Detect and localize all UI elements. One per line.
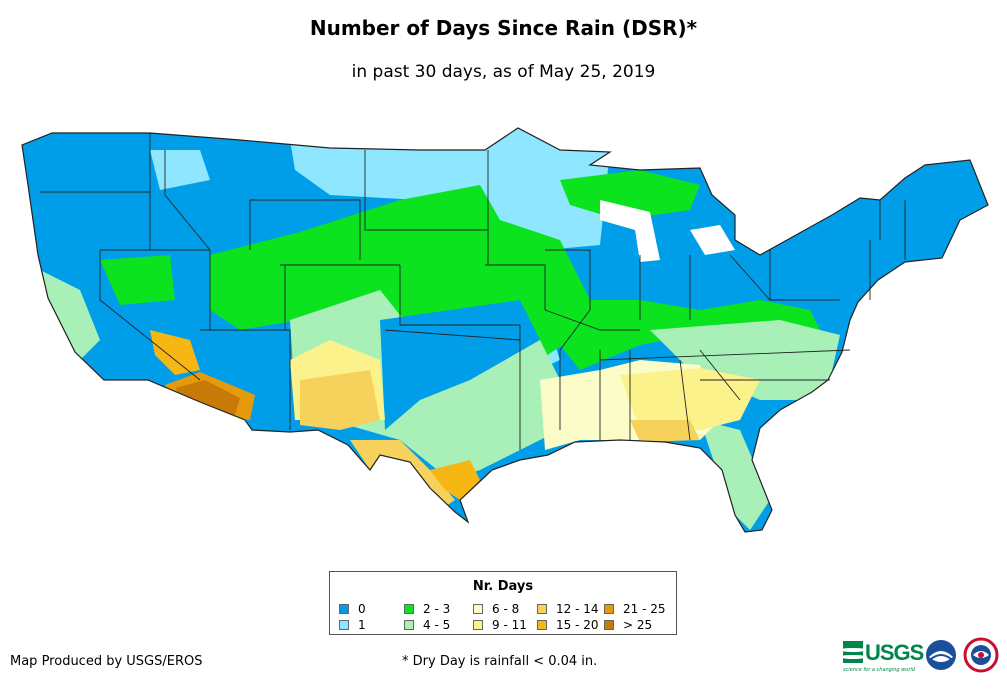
legend-item-8: 21 - 25 [604, 601, 666, 616]
legend-label: 9 - 11 [492, 617, 527, 632]
class-2-3-region [100, 255, 175, 305]
legend-swatch [473, 603, 483, 614]
class-12-14-region [630, 420, 700, 442]
legend-item-2: 2 - 3 [404, 601, 451, 616]
legend-swatch [404, 619, 414, 630]
map-subtitle: in past 30 days, as of May 25, 2019 [351, 62, 656, 82]
legend-item-3: 4 - 5 [404, 617, 451, 632]
class-4-5-region [40, 270, 100, 360]
legend-swatch [604, 603, 614, 614]
noaa-logo-icon [926, 640, 956, 670]
class-15-20-region [150, 330, 200, 375]
legend-item-0: 0 [339, 601, 366, 616]
dry-day-note: * Dry Day is rainfall < 0.04 in. [402, 654, 598, 669]
legend-label: 21 - 25 [623, 601, 666, 616]
lake-huron [690, 225, 735, 255]
class-4-5-region [700, 420, 770, 530]
class-2-3-region [560, 170, 700, 220]
legend-swatch [339, 619, 349, 630]
legend-swatch [473, 619, 483, 630]
lake-michigan [600, 200, 660, 262]
legend-label: > 25 [623, 617, 653, 632]
usgs-wordmark: USGS [865, 640, 924, 665]
legend-swatch [339, 603, 349, 614]
legend-label: 6 - 8 [492, 601, 520, 616]
legend-swatch [537, 603, 547, 614]
legend-label: 4 - 5 [423, 617, 451, 632]
legend-label: 15 - 20 [556, 617, 599, 632]
legend-item-5: 9 - 11 [473, 617, 527, 632]
usgs-wave-icon [843, 641, 863, 663]
class-gt-25-region [175, 380, 240, 415]
usgs-tagline: science for a changing world [843, 667, 915, 673]
legend-item-6: 12 - 14 [537, 601, 599, 616]
legend-label: 2 - 3 [423, 601, 451, 616]
legend-label: 0 [358, 601, 366, 616]
map-title: Number of Days Since Rain (DSR)* [309, 16, 698, 40]
legend-item-1: 1 [339, 617, 366, 632]
legend-swatch [604, 619, 614, 630]
legend-label: 1 [358, 617, 366, 632]
legend-item-7: 15 - 20 [537, 617, 599, 632]
legend-item-4: 6 - 8 [473, 601, 520, 616]
nws-logo-icon [963, 637, 999, 673]
class-15-20-region [430, 460, 480, 500]
producer-credit: Map Produced by USGS/EROS [10, 654, 203, 669]
legend-item-9: > 25 [604, 617, 653, 632]
legend-title: Nr. Days [472, 579, 534, 594]
class-1-region [290, 128, 610, 250]
class-9-11-region [620, 368, 760, 430]
legend-swatch [537, 619, 547, 630]
state-boundaries [40, 133, 906, 450]
legend-swatch [404, 603, 414, 614]
usgs-logo: USGS science for a changing world [843, 640, 924, 673]
legend: Nr. Days 0 1 2 - 3 4 - 5 6 - 8 9 - 11 12… [329, 571, 677, 635]
class-12-14-region [300, 370, 380, 430]
agency-logos: USGS science for a changing world [843, 637, 1003, 677]
legend-label: 12 - 14 [556, 601, 599, 616]
